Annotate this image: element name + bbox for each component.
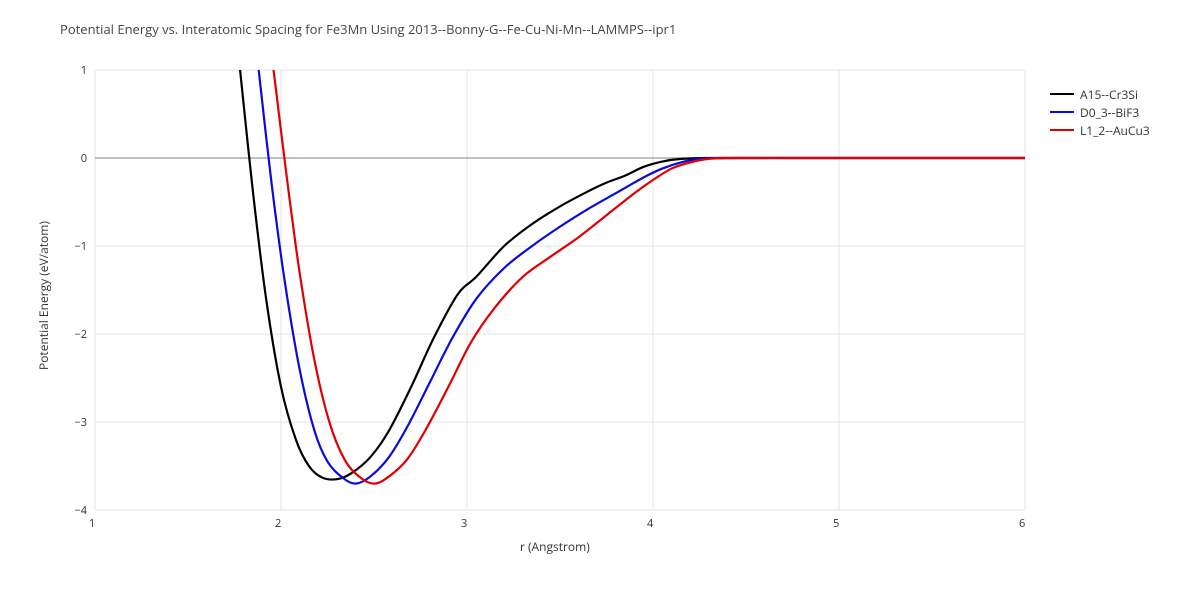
legend-item[interactable]: A15--Cr3Si (1050, 85, 1150, 103)
legend[interactable]: A15--Cr3SiD0_3--BiF3L1_2--AuCu3 (1050, 85, 1150, 139)
y-tick-label: −2 (74, 327, 87, 342)
legend-item[interactable]: L1_2--AuCu3 (1050, 121, 1150, 139)
x-tick-label: 6 (1019, 516, 1025, 531)
y-tick-label: −1 (74, 239, 87, 254)
legend-swatch (1050, 111, 1074, 113)
y-tick-label: 0 (81, 151, 87, 166)
legend-item[interactable]: D0_3--BiF3 (1050, 103, 1150, 121)
x-tick-label: 1 (89, 516, 95, 531)
chart-title: Potential Energy vs. Interatomic Spacing… (60, 20, 676, 38)
gridlines (95, 70, 1025, 510)
legend-label: D0_3--BiF3 (1080, 104, 1139, 121)
x-tick-label: 5 (833, 516, 839, 531)
legend-swatch (1050, 129, 1074, 131)
x-tick-label: 3 (461, 516, 467, 531)
x-axis-label: r (Angstrom) (520, 538, 590, 555)
x-tick-label: 4 (647, 516, 653, 531)
y-axis-label: Potential Energy (eV/atom) (35, 221, 52, 370)
chart-root: Potential Energy vs. Interatomic Spacing… (0, 0, 1200, 600)
legend-label: A15--Cr3Si (1080, 86, 1138, 103)
y-tick-label: −3 (74, 415, 87, 430)
legend-label: L1_2--AuCu3 (1080, 122, 1150, 139)
y-tick-label: −4 (74, 503, 87, 518)
legend-swatch (1050, 93, 1074, 95)
series-line-0[interactable] (240, 70, 1025, 480)
x-tick-label: 2 (275, 516, 281, 531)
y-tick-label: 1 (81, 63, 87, 78)
plot-area[interactable] (0, 0, 1200, 600)
